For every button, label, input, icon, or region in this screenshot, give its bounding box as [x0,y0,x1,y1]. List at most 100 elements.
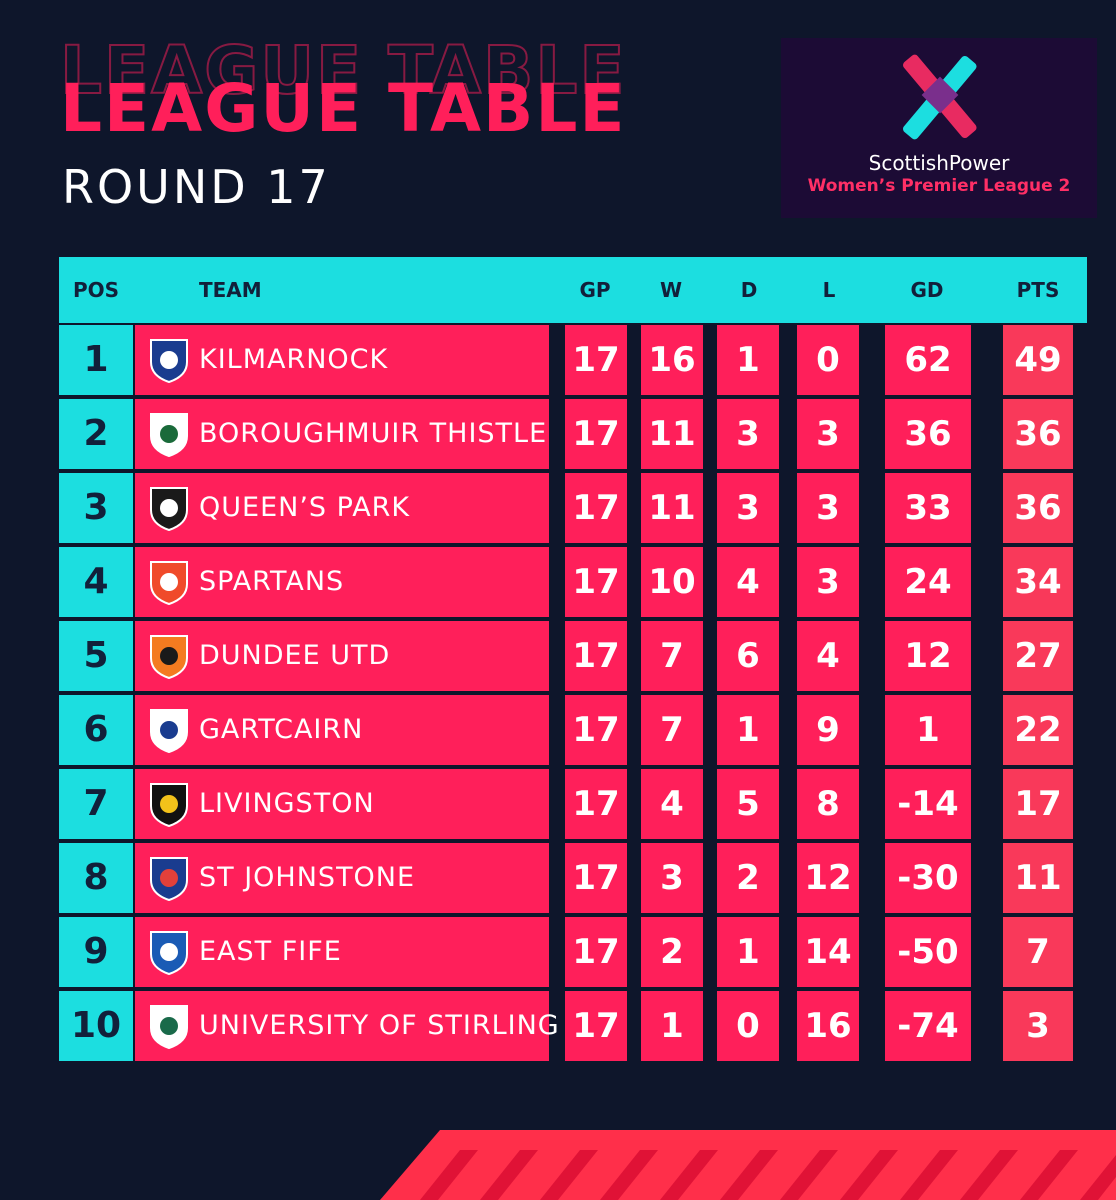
row-gd: 33 [885,473,971,543]
row-d: 5 [717,769,779,839]
table-row: 2 BOROUGHMUIR THISTLE 17 11 3 3 36 36 [59,399,1087,469]
boroughmuir-thistle-crest-icon [145,410,193,458]
row-gd: -14 [885,769,971,839]
row-team-cell: QUEEN’S PARK [135,473,549,543]
row-gp: 17 [565,547,627,617]
row-w: 3 [641,843,703,913]
row-position: 3 [59,473,133,543]
row-w: 11 [641,399,703,469]
row-w: 1 [641,991,703,1061]
row-pts: 27 [1003,621,1073,691]
row-team-name: LIVINGSTON [199,788,375,819]
row-position: 1 [59,325,133,395]
table-row: 9 EAST FIFE 17 2 1 14 -50 7 [59,917,1087,987]
row-gd: 36 [885,399,971,469]
row-w: 2 [641,917,703,987]
table-row: 7 LIVINGSTON 17 4 5 8 -14 17 [59,769,1087,839]
league-x-logo-icon [903,54,977,140]
row-team-name: ST JOHNSTONE [199,862,416,893]
row-l: 3 [797,547,859,617]
row-team-name: UNIVERSITY OF STIRLING [199,1010,560,1041]
queens-park-crest-icon [145,484,193,532]
row-pts: 36 [1003,399,1073,469]
row-gd: -30 [885,843,971,913]
table-row: 1 KILMARNOCK 17 16 1 0 62 49 [59,325,1087,395]
row-team-name: QUEEN’S PARK [199,492,411,523]
row-gp: 17 [565,769,627,839]
row-gp: 17 [565,621,627,691]
row-d: 3 [717,473,779,543]
east-fife-crest-icon [145,928,193,976]
col-gd: GD [910,278,944,302]
row-position: 2 [59,399,133,469]
row-team-name: SPARTANS [199,566,345,597]
spartans-crest-icon [145,558,193,606]
col-pts: PTS [1016,278,1060,302]
row-l: 8 [797,769,859,839]
col-w: W [659,278,683,302]
row-pts: 17 [1003,769,1073,839]
row-position: 9 [59,917,133,987]
row-team-cell: DUNDEE UTD [135,621,549,691]
row-w: 16 [641,325,703,395]
table-row: 8 ST JOHNSTONE 17 3 2 12 -30 11 [59,843,1087,913]
row-l: 0 [797,325,859,395]
row-pts: 22 [1003,695,1073,765]
row-team-name: KILMARNOCK [199,344,389,375]
row-d: 1 [717,695,779,765]
row-position: 5 [59,621,133,691]
row-gd: 1 [885,695,971,765]
col-l: L [822,278,836,302]
row-w: 11 [641,473,703,543]
table-row: 10 UNIVERSITY OF STIRLING 17 1 0 16 -74 3 [59,991,1087,1061]
row-d: 6 [717,621,779,691]
university-of-stirling-crest-icon [145,1002,193,1050]
row-team-cell: GARTCAIRN [135,695,549,765]
row-team-cell: KILMARNOCK [135,325,549,395]
row-team-cell: ST JOHNSTONE [135,843,549,913]
table-row: 5 DUNDEE UTD 17 7 6 4 12 27 [59,621,1087,691]
row-d: 1 [717,917,779,987]
row-team-name: GARTCAIRN [199,714,364,745]
row-gp: 17 [565,399,627,469]
row-gp: 17 [565,917,627,987]
row-gd: -74 [885,991,971,1061]
row-team-name: EAST FIFE [199,936,342,967]
table-row: 6 GARTCAIRN 17 7 1 9 1 22 [59,695,1087,765]
row-w: 10 [641,547,703,617]
row-position: 8 [59,843,133,913]
row-d: 0 [717,991,779,1061]
row-w: 7 [641,621,703,691]
row-team-cell: LIVINGSTON [135,769,549,839]
row-l: 14 [797,917,859,987]
row-team-name: DUNDEE UTD [199,640,391,671]
row-l: 16 [797,991,859,1061]
table-header: POS TEAM GP W D L GD PTS [59,257,1087,323]
row-gd: 24 [885,547,971,617]
row-l: 3 [797,473,859,543]
row-position: 4 [59,547,133,617]
row-team-cell: UNIVERSITY OF STIRLING [135,991,559,1061]
row-pts: 3 [1003,991,1073,1061]
row-gp: 17 [565,843,627,913]
table-row: 3 QUEEN’S PARK 17 11 3 3 33 36 [59,473,1087,543]
row-d: 2 [717,843,779,913]
col-d: D [740,278,758,302]
page-subtitle: ROUND 17 [62,160,331,214]
row-l: 12 [797,843,859,913]
table-row: 4 SPARTANS 17 10 4 3 24 34 [59,547,1087,617]
row-gd: 12 [885,621,971,691]
row-gd: -50 [885,917,971,987]
row-team-cell: EAST FIFE [135,917,549,987]
logo-league: Women’s Premier League 2 [807,176,1071,196]
row-pts: 11 [1003,843,1073,913]
page-title: LEAGUE TABLE [60,70,627,147]
col-pos: POS [72,278,120,302]
row-pts: 7 [1003,917,1073,987]
row-gd: 62 [885,325,971,395]
page-title-shadow: LEAGUE TABLE [59,31,627,110]
dundee-utd-crest-icon [145,632,193,680]
gartcairn-crest-icon [145,706,193,754]
row-pts: 36 [1003,473,1073,543]
row-l: 3 [797,399,859,469]
